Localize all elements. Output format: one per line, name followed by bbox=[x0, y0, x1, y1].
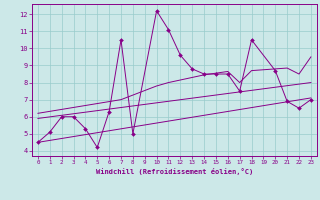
X-axis label: Windchill (Refroidissement éolien,°C): Windchill (Refroidissement éolien,°C) bbox=[96, 168, 253, 175]
